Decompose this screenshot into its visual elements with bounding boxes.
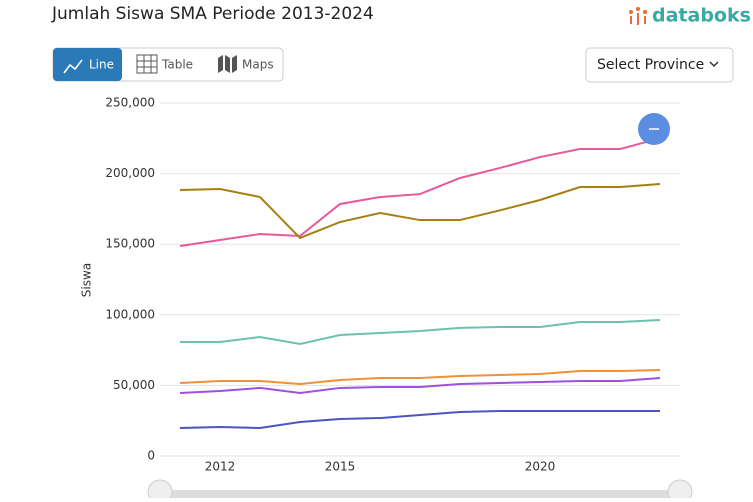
y-tick-label: 150,000	[105, 237, 155, 251]
series-line	[180, 319, 661, 346]
y-tick-label: 200,000	[105, 166, 155, 180]
table-icon	[137, 55, 157, 73]
logo-icon	[637, 13, 639, 25]
plot: 0 50,000 100,000 150,000 200,000 250,000 2012 2…	[105, 96, 680, 474]
x-tick-label: 2015	[325, 460, 356, 474]
select-label[interactable]: Select Province	[597, 57, 704, 73]
view-button-active[interactable]	[53, 48, 122, 81]
view-button[interactable]: Table	[161, 58, 193, 72]
logo-icon	[629, 10, 633, 14]
series-line	[179, 137, 661, 248]
range-slider[interactable]	[160, 490, 680, 502]
y-tick-label: 50,000	[113, 378, 155, 392]
y-tick-label: 0	[147, 449, 155, 463]
logo-icon	[630, 16, 632, 24]
view-button[interactable]: Line	[89, 58, 114, 72]
logo-icon	[644, 16, 646, 24]
series-line	[179, 369, 661, 385]
series-line	[179, 409, 660, 430]
series-line	[179, 183, 661, 240]
logo-icon	[643, 10, 647, 14]
chart-title: Jumlah Siswa SMA Periode 2013-2024	[51, 4, 374, 24]
view-button[interactable]: Maps	[242, 58, 274, 72]
chevron	[709, 61, 719, 68]
slider-handle[interactable]	[667, 479, 693, 502]
map-icon	[218, 55, 237, 73]
x-tick-label: 2020	[525, 460, 556, 474]
slider-handle[interactable]	[147, 479, 173, 502]
logo: databoks	[629, 5, 751, 27]
y-tick-label: 250,000	[105, 96, 155, 110]
y-tick-label: 100,000	[105, 307, 155, 321]
x-tick-label: 2012	[205, 460, 236, 474]
logo-text: databoks	[652, 5, 751, 27]
province-select[interactable]	[585, 47, 734, 83]
line-icon	[63, 59, 83, 74]
table-icon	[136, 54, 158, 74]
logo-icon	[636, 7, 640, 11]
series-line	[179, 377, 661, 395]
y-axis-label: Siswa	[80, 263, 94, 297]
